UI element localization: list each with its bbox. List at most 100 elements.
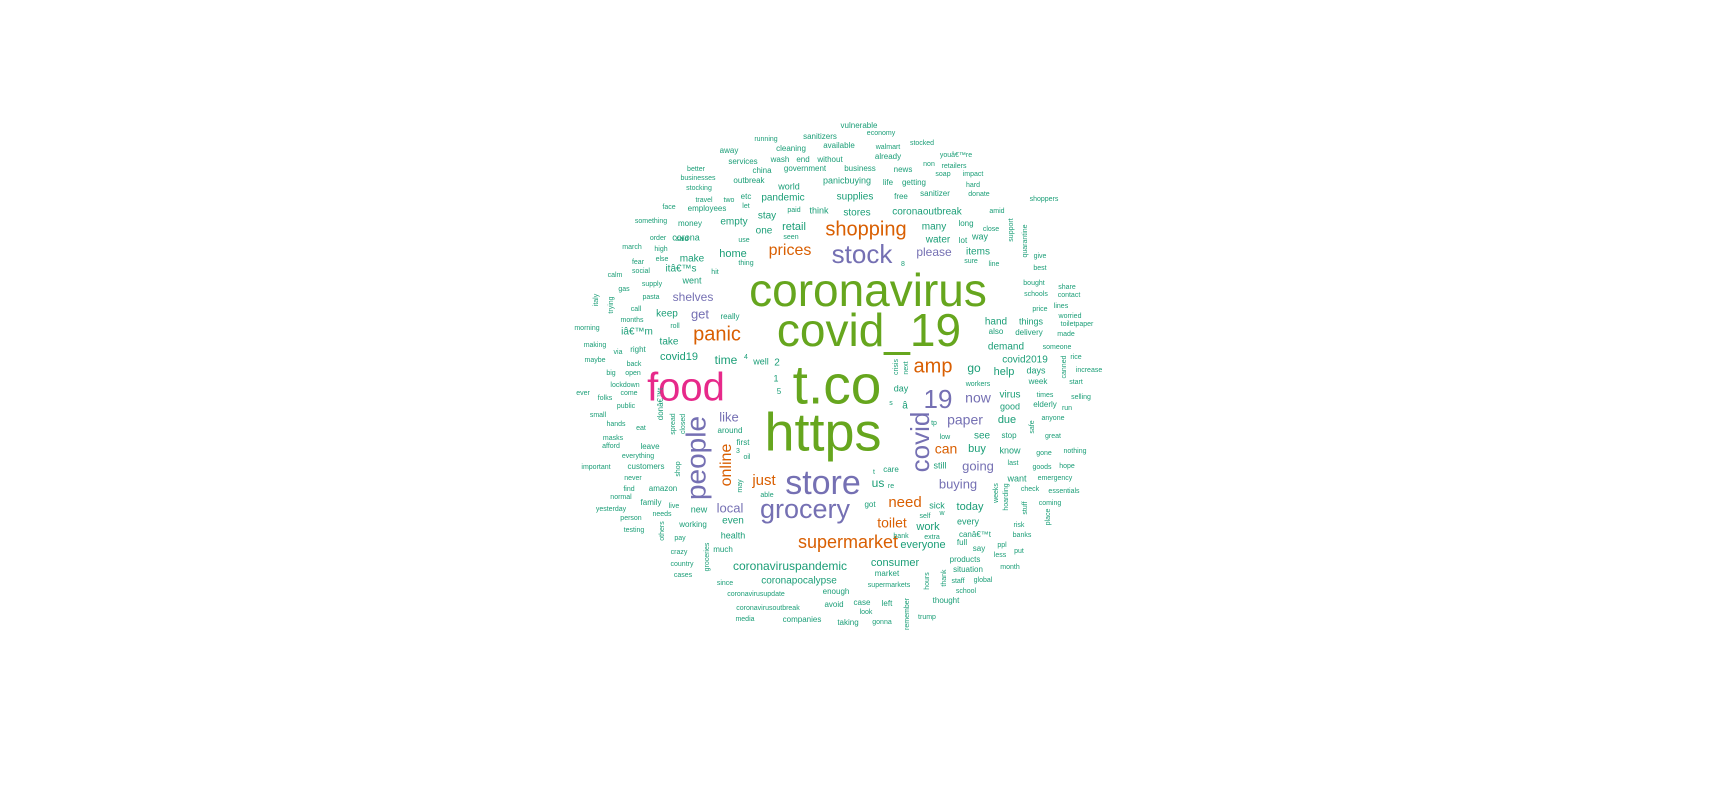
cloud-word: anyone	[1042, 415, 1065, 422]
cloud-word: pasta	[642, 294, 659, 301]
cloud-word: pandemic	[761, 193, 804, 204]
cloud-word: hope	[1059, 463, 1075, 470]
cloud-word: taking	[837, 618, 858, 627]
cloud-word: close	[983, 226, 999, 233]
cloud-word: enough	[823, 587, 850, 596]
cloud-word: hoarding	[1003, 483, 1010, 510]
cloud-word: covid19	[660, 351, 698, 363]
cloud-word: italy	[593, 293, 600, 306]
cloud-word: know	[999, 445, 1021, 455]
cloud-word: without	[816, 155, 843, 164]
cloud-word: etc	[741, 192, 752, 201]
cloud-word: home	[719, 248, 747, 260]
cloud-word: less	[994, 552, 1007, 559]
cloud-word: sure	[964, 258, 978, 265]
cloud-word: services	[728, 157, 757, 166]
cloud-word: next	[903, 361, 910, 374]
cloud-word: safe	[1029, 420, 1036, 433]
cloud-word: economy	[867, 130, 896, 137]
cloud-word: well	[752, 356, 769, 366]
cloud-word: want	[1006, 473, 1027, 483]
cloud-word: way	[971, 231, 989, 241]
cloud-word: stay	[758, 211, 776, 222]
cloud-word: sanitizer	[920, 189, 950, 198]
cloud-word: price	[1032, 306, 1047, 313]
cloud-word: crisis	[893, 359, 900, 375]
cloud-word: ppl	[997, 542, 1007, 549]
cloud-word: already	[875, 152, 901, 161]
cloud-word: toilet	[877, 515, 907, 531]
cloud-word: youâ€™re	[940, 152, 972, 159]
cloud-word: increase	[1076, 367, 1103, 374]
cloud-word: products	[950, 555, 981, 564]
cloud-word: call	[631, 306, 642, 313]
cloud-word: place	[1045, 509, 1052, 526]
cloud-word: retailers	[942, 163, 967, 170]
cloud-word: staff	[951, 578, 964, 585]
cloud-word: cleaning	[776, 144, 806, 153]
cloud-word: live	[669, 503, 680, 510]
cloud-word: made	[1057, 331, 1075, 338]
cloud-word: cases	[674, 572, 693, 579]
cloud-word: months	[621, 317, 644, 324]
cloud-word: eat	[636, 425, 646, 432]
cloud-word: donate	[968, 191, 990, 198]
cloud-word: stores	[843, 208, 870, 219]
cloud-word: better	[687, 166, 706, 173]
cloud-word: things	[1019, 316, 1044, 326]
cloud-word: else	[656, 256, 669, 263]
cloud-word: coming	[1039, 500, 1062, 507]
cloud-word: business	[844, 164, 876, 173]
cloud-word: iâ€™m	[621, 327, 653, 338]
cloud-word: vulnerable	[841, 121, 878, 130]
cloud-word: may	[737, 479, 744, 493]
cloud-word: please	[916, 245, 952, 259]
cloud-word: 19	[924, 384, 953, 414]
cloud-word: shelves	[673, 290, 714, 304]
cloud-word: get	[691, 306, 709, 321]
cloud-word: toiletpaper	[1061, 321, 1094, 328]
cloud-word: never	[624, 475, 642, 482]
cloud-word: trump	[918, 614, 936, 621]
cloud-word: go	[967, 361, 981, 375]
cloud-word: shoppers	[1030, 196, 1059, 203]
cloud-word: people	[680, 416, 711, 500]
cloud-word: groceries	[704, 542, 711, 571]
cloud-word: self	[920, 513, 931, 520]
cloud-word: country	[671, 561, 694, 568]
cloud-word: care	[883, 465, 899, 474]
cloud-word: pay	[674, 535, 686, 542]
cloud-word: calm	[608, 272, 623, 279]
cloud-word: items	[966, 247, 990, 258]
cloud-word: face	[662, 204, 675, 211]
cloud-word: life	[883, 178, 894, 187]
cloud-word: water	[925, 235, 951, 246]
cloud-word: afford	[602, 443, 620, 450]
cloud-word: paid	[787, 207, 800, 214]
cloud-word: lines	[1054, 303, 1069, 310]
cloud-word: use	[738, 237, 749, 244]
cloud-word: support	[1008, 218, 1015, 241]
cloud-word: thing	[738, 260, 753, 267]
cloud-word: yesterday	[596, 506, 627, 513]
cloud-word: sanitizers	[803, 132, 837, 141]
cloud-word: online	[718, 444, 735, 487]
cloud-word: buy	[968, 443, 986, 455]
cloud-word: testing	[624, 527, 645, 534]
cloud-word: case	[854, 598, 871, 607]
cloud-word: can	[935, 441, 958, 457]
cloud-word: soap	[935, 171, 950, 178]
cloud-word: lockdown	[610, 382, 639, 389]
cloud-word: everything	[622, 453, 654, 460]
cloud-word: grocery	[760, 494, 851, 524]
cloud-word: delivery	[1015, 328, 1043, 337]
cloud-word: like	[719, 409, 739, 424]
cloud-word: crazy	[671, 549, 688, 556]
cloud-word: weeks	[993, 483, 1000, 504]
cloud-word: empty	[720, 217, 747, 228]
cloud-word: day	[894, 383, 909, 393]
cloud-word: everyone	[900, 539, 945, 551]
cloud-word: w	[938, 510, 945, 517]
cloud-word: amid	[989, 208, 1004, 215]
cloud-word: line	[989, 261, 1000, 268]
